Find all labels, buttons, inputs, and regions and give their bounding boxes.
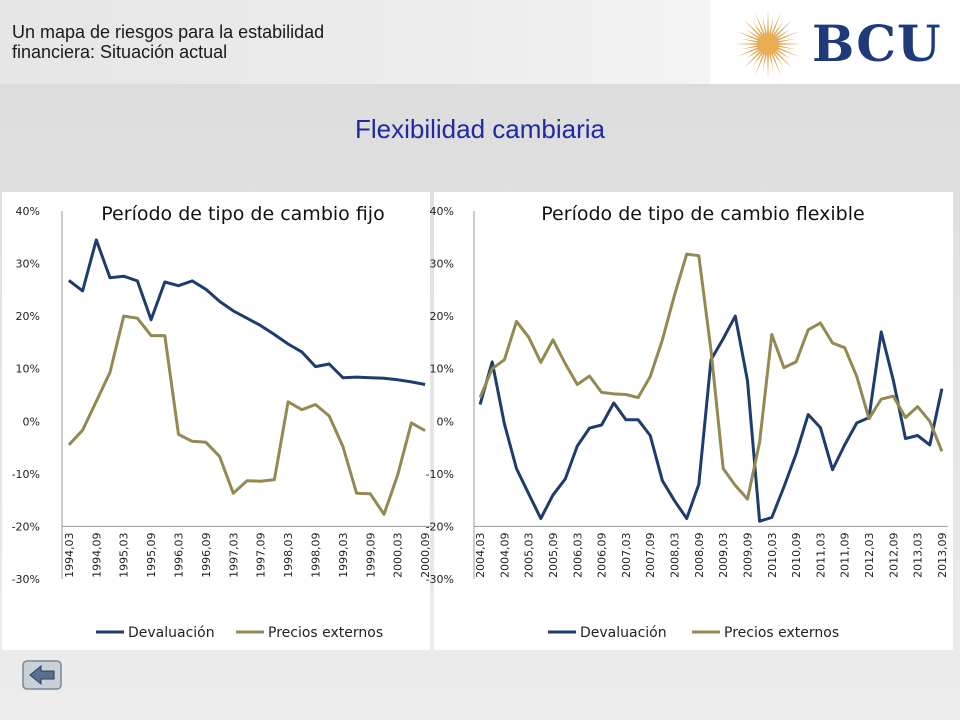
chart-background — [434, 192, 953, 650]
y-tick-label: 20% — [16, 310, 40, 323]
header-title-line1: Un mapa de riesgos para la estabilidad — [12, 22, 325, 42]
slide-title: Flexibilidad cambiaria — [355, 114, 605, 144]
x-tick-label: 2007,09 — [644, 532, 657, 578]
x-tick-label: 1996,09 — [200, 532, 213, 578]
y-tick-label: -10% — [12, 468, 40, 481]
y-tick-label: 10% — [16, 363, 40, 376]
x-tick-label: 2000,09 — [419, 532, 432, 578]
sun-emblem-icon — [734, 10, 802, 78]
x-tick-label: 1997,03 — [227, 532, 240, 578]
x-tick-label: 2012,03 — [863, 532, 876, 578]
legend-label-devaluacion: Devaluación — [128, 625, 215, 641]
x-tick-label: 1999,03 — [337, 532, 350, 578]
x-tick-label: 2005,09 — [547, 532, 560, 578]
header-title-band: Un mapa de riesgos para la estabilidad f… — [0, 0, 710, 84]
chart-background — [2, 192, 430, 650]
series-line-precios-externos — [67, 314, 426, 516]
x-tick-label: 2011,09 — [839, 532, 852, 578]
x-tick-label: 1996,03 — [173, 532, 186, 578]
x-tick-label: 2006,03 — [571, 532, 584, 578]
series-line-devaluacion — [67, 238, 426, 386]
y-tick-label: -20% — [12, 520, 40, 533]
y-tick-label: 30% — [16, 258, 40, 271]
x-tick-label: 2011,03 — [814, 532, 827, 578]
series-line-precios-externos — [478, 252, 944, 501]
header-title-line2: financiera: Situación actual — [12, 42, 228, 62]
x-tick-label: 2010,09 — [790, 532, 803, 578]
x-tick-label: 2010,03 — [766, 532, 779, 578]
logo-text: BCU — [812, 14, 942, 73]
x-tick-label: 2005,03 — [523, 532, 536, 578]
y-tick-label: 40% — [16, 205, 40, 218]
x-tick-label: 2012,09 — [887, 532, 900, 578]
y-tick-label: 40% — [430, 205, 454, 218]
y-tick-label: 0% — [23, 415, 40, 428]
chart-fixed: Período de tipo de cambio fijo 40% 30% 20% 1… — [2, 192, 432, 650]
y-tick-label: -30% — [426, 573, 454, 586]
x-tick-label: 2006,09 — [596, 532, 609, 578]
x-tick-label: 2013,03 — [912, 532, 925, 578]
legend-label-devaluacion: Devaluación — [580, 625, 667, 641]
legend-label-precios-externos: Precios externos — [268, 625, 383, 641]
y-tick-label: 10% — [430, 363, 454, 376]
x-tick-label: 2000,03 — [392, 532, 405, 578]
y-tick-label: 30% — [430, 258, 454, 271]
y-tick-label: -30% — [12, 573, 40, 586]
x-tick-label: 2007,03 — [620, 532, 633, 578]
legend-label-precios-externos: Precios externos — [724, 625, 839, 641]
x-tick-label: 1997,09 — [255, 532, 268, 578]
y-tick-label: 0% — [437, 415, 454, 428]
x-tick-label: 2009,09 — [742, 532, 755, 578]
chart-title: Período de tipo de cambio flexible — [541, 203, 864, 225]
x-tick-label: 1998,03 — [282, 532, 295, 578]
back-arrow-button[interactable] — [22, 660, 62, 690]
x-tick-label: 2009,03 — [717, 532, 730, 578]
chart-title: Período de tipo de cambio fijo — [101, 203, 384, 225]
slide-header: Un mapa de riesgos para la estabilidad f… — [0, 0, 960, 84]
bcu-logo — [710, 0, 960, 84]
x-tick-label: 1995,03 — [118, 532, 131, 578]
x-tick-label: 1994,09 — [90, 532, 103, 578]
y-tick-label: -20% — [426, 520, 454, 533]
x-tick-label: 2013,09 — [936, 532, 949, 578]
y-tick-label: 20% — [430, 310, 454, 323]
back-arrow-icon — [22, 660, 62, 690]
chart-flexible: Período de tipo de cambio flexible 40% 30%… — [426, 192, 953, 650]
x-tick-label: 1995,09 — [145, 532, 158, 578]
x-tick-label: 2008,09 — [693, 532, 706, 578]
x-tick-label: 2008,03 — [669, 532, 682, 578]
y-tick-label: -10% — [426, 468, 454, 481]
x-tick-label: 2004,09 — [498, 532, 511, 578]
x-tick-label: 1999,09 — [364, 532, 377, 578]
x-tick-label: 1994,03 — [63, 532, 76, 578]
x-tick-label: 2004,03 — [474, 532, 487, 578]
x-tick-label: 1998,09 — [310, 532, 323, 578]
